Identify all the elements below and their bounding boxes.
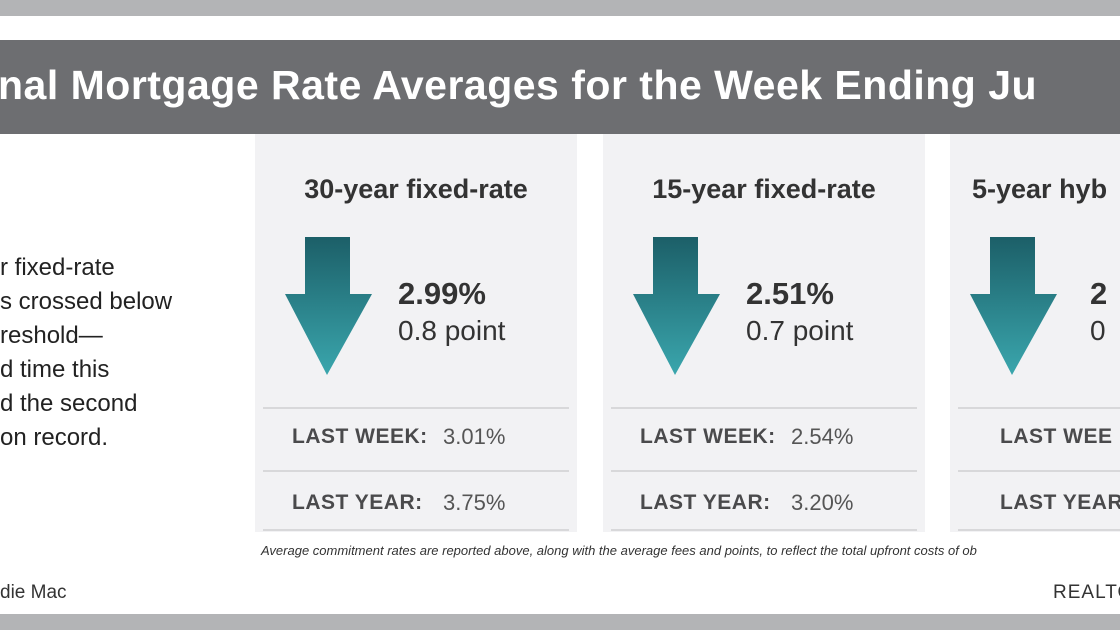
- points: 0: [1090, 315, 1106, 346]
- source: die Mac: [0, 582, 67, 603]
- last-week: 2.54%: [791, 424, 854, 449]
- rate-card: 5-year hyb 2 0 LAST WEE LAST YEAR: [950, 134, 1120, 532]
- rate: 2.51%: [746, 276, 834, 311]
- intro-line: d the second: [0, 390, 138, 417]
- rate-card: 30-year fixed-rate 2.99% 0.8 point LAST WEE…: [255, 134, 577, 532]
- intro-line: d time this: [0, 356, 110, 383]
- title-bar: [0, 40, 1120, 134]
- intro-line: s crossed below: [0, 288, 173, 315]
- divider: [958, 529, 1120, 531]
- rate-card: 15-year fixed-rate 2.51% 0.7 point LAST WEE…: [603, 134, 925, 532]
- divider: [263, 470, 569, 472]
- divider: [263, 407, 569, 409]
- intro-line: on record.: [0, 424, 109, 451]
- top-band: [0, 0, 1120, 16]
- divider: [611, 529, 917, 531]
- intro-line: r fixed-rate: [0, 254, 115, 281]
- footnote: Average commitment rates are reported ab…: [261, 543, 977, 558]
- divider: [263, 529, 569, 531]
- last-year: 3.20%: [791, 490, 854, 515]
- last-year: 3.75%: [443, 490, 506, 515]
- points: 0.8 point: [398, 315, 506, 346]
- divider: [611, 470, 917, 472]
- last-week-label: LAST WEEK:: [640, 425, 776, 448]
- last-week: 3.01%: [443, 424, 506, 449]
- points: 0.7 point: [746, 315, 854, 346]
- down-arrow: [633, 237, 720, 375]
- last-year-label: LAST YEAR:: [292, 491, 423, 514]
- divider: [958, 407, 1120, 409]
- down-arrow: [970, 237, 1057, 375]
- title: nal Mortgage Rate Averages for the Week …: [0, 62, 1038, 108]
- card-heading: 30-year fixed-rate: [304, 174, 528, 204]
- card-heading: 5-year hyb: [972, 174, 1108, 204]
- card-heading: 15-year fixed-rate: [652, 174, 876, 204]
- last-year-label: LAST YEAR: [1000, 491, 1120, 514]
- last-year-label: LAST YEAR:: [640, 491, 771, 514]
- bottom-band: [0, 614, 1120, 630]
- last-week-label: LAST WEEK:: [292, 425, 428, 448]
- rate: 2: [1090, 276, 1108, 311]
- intro-line: reshold—: [0, 322, 103, 349]
- rate: 2.99%: [398, 276, 486, 311]
- divider: [958, 470, 1120, 472]
- brand: REALTO: [1053, 582, 1120, 603]
- divider: [611, 407, 917, 409]
- last-week-label: LAST WEE: [1000, 425, 1113, 448]
- down-arrow: [285, 237, 372, 375]
